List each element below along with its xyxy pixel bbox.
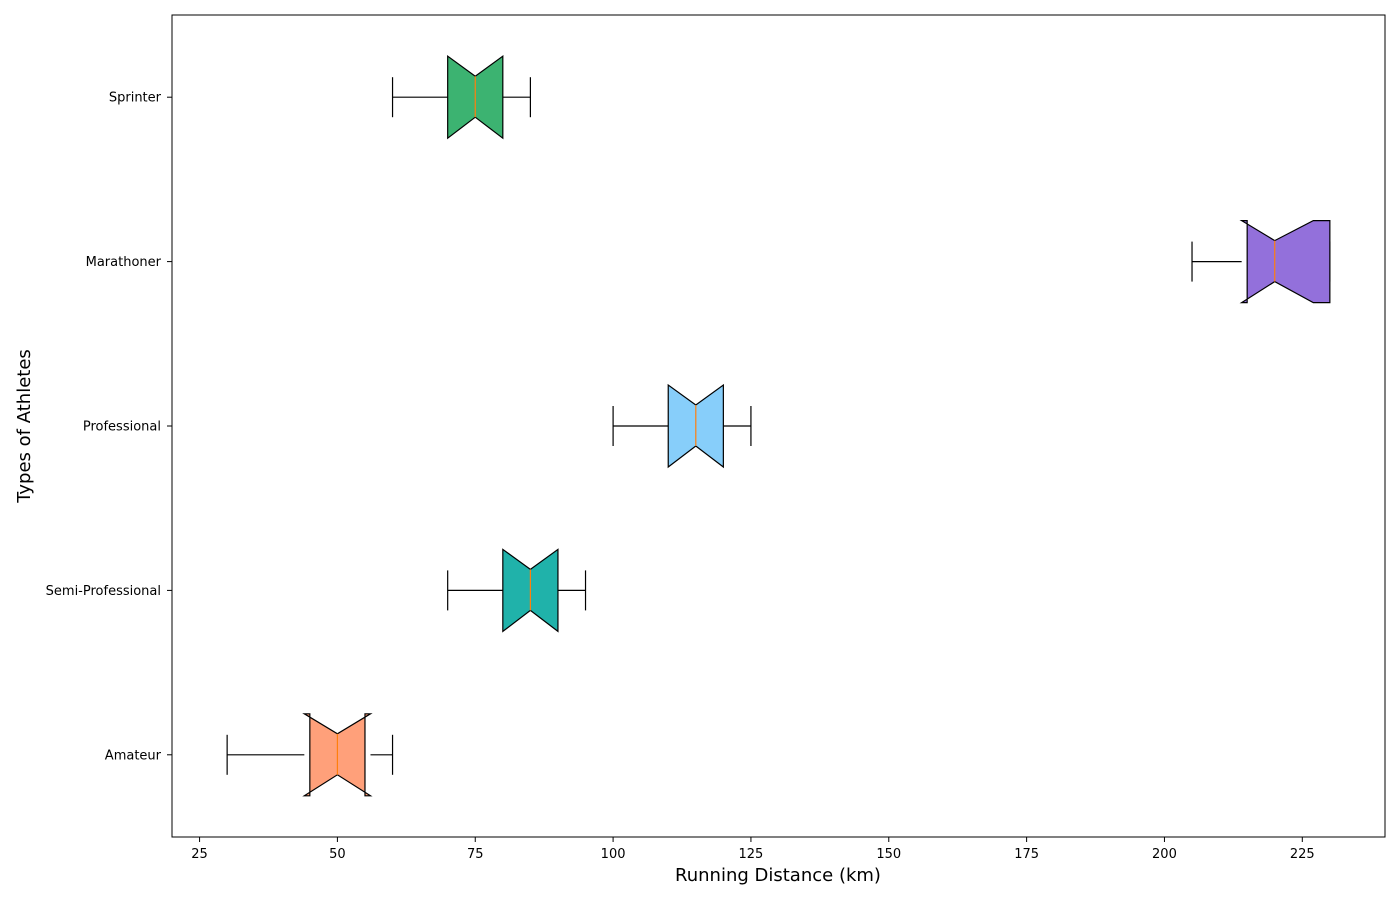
y-tick-label: Sprinter [109, 91, 162, 106]
x-tick-label: 25 [191, 847, 208, 862]
x-axis-title: Running Distance (km) [675, 865, 881, 886]
x-tick-label: 75 [467, 847, 484, 862]
y-axis-ticks: Amateur Semi-Professional Professional Mara… [46, 91, 172, 763]
x-axis-ticks: 25 50 75 100 125 150 175 200 225 [191, 837, 1315, 862]
box-semi-professional [447, 548, 587, 633]
y-tick-label: Semi-Professional [46, 584, 161, 599]
x-tick-label: 50 [329, 847, 346, 862]
x-tick-label: 125 [739, 847, 764, 862]
y-axis-title: Types of Athletes [14, 349, 35, 504]
plot-frame [171, 14, 1386, 838]
box-professional [612, 383, 752, 469]
y-tick-label: Amateur [105, 748, 162, 763]
x-tick-label: 175 [1014, 847, 1039, 862]
box-amateur [226, 713, 394, 797]
x-tick-label: 225 [1290, 847, 1315, 862]
x-tick-label: 200 [1152, 847, 1177, 862]
y-tick-label: Professional [83, 420, 161, 435]
boxes-layer [226, 55, 1331, 797]
box-body [1239, 220, 1331, 304]
box-marathoner [1191, 220, 1331, 304]
y-tick-label: Marathoner [86, 255, 162, 270]
x-tick-label: 100 [601, 847, 626, 862]
x-tick-label: 150 [876, 847, 901, 862]
box-sprinter [391, 55, 531, 140]
